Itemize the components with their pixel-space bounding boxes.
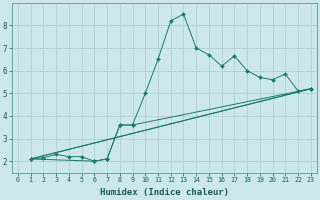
X-axis label: Humidex (Indice chaleur): Humidex (Indice chaleur) <box>100 188 229 197</box>
